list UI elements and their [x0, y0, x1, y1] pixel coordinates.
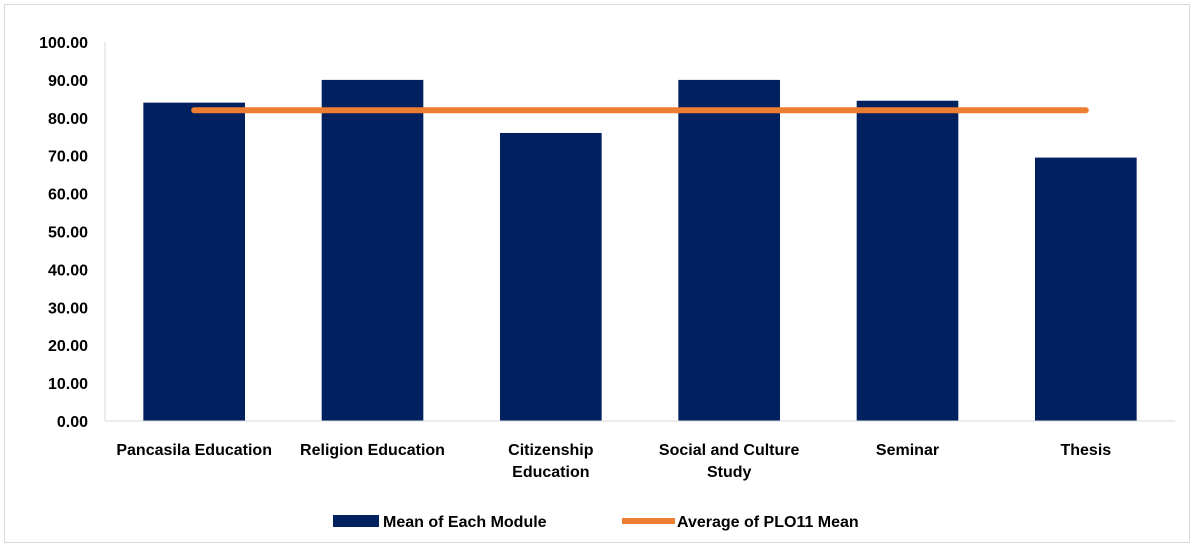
- bar-series: [143, 79, 1137, 422]
- x-tick-label: Citizenship Education: [508, 442, 594, 481]
- x-tick-label: Social and Culture Study: [659, 442, 800, 481]
- y-tick-label: 70.00: [48, 149, 88, 166]
- legend: Mean of Each Module Average of PLO11 Mean: [333, 514, 859, 531]
- x-axis: Pancasila Education Religion Education Cit…: [105, 420, 1175, 481]
- x-tick-label-line: Pancasila Education: [116, 442, 272, 459]
- x-tick-label-line: Religion Education: [300, 442, 445, 459]
- x-tick-label-line: Study: [707, 464, 752, 481]
- x-tick-label: Pancasila Education: [116, 442, 272, 459]
- bar: [500, 132, 602, 421]
- legend-label-bar: Mean of Each Module: [383, 514, 547, 531]
- x-tick-label: Thesis: [1060, 442, 1111, 459]
- x-tick-label-line: Citizenship: [508, 442, 594, 459]
- y-axis: 0.00 10.00 20.00 30.00 40.00 50.00 60.00 70.00 8…: [39, 35, 106, 431]
- legend-item-bar: Mean of Each Module: [333, 514, 547, 531]
- legend-item-line: Average of PLO11 Mean: [622, 514, 859, 531]
- x-tick-label-line: Seminar: [876, 442, 939, 459]
- y-tick-label: 90.00: [48, 73, 88, 90]
- y-tick-label: 0.00: [57, 414, 88, 431]
- legend-label-line: Average of PLO11 Mean: [677, 514, 859, 531]
- bar: [1035, 157, 1137, 421]
- y-tick-label: 100.00: [39, 35, 88, 52]
- y-tick-label: 20.00: [48, 338, 88, 355]
- y-tick-label: 30.00: [48, 300, 88, 317]
- x-tick-label-line: Social and Culture: [659, 442, 800, 459]
- y-tick-label: 50.00: [48, 225, 88, 242]
- bar: [321, 79, 424, 422]
- y-tick-label: 40.00: [48, 262, 88, 279]
- bar: [678, 79, 780, 422]
- x-tick-label: Religion Education: [300, 442, 445, 459]
- y-tick-label: 10.00: [48, 376, 88, 393]
- bar: [856, 100, 959, 422]
- bar: [143, 102, 245, 421]
- y-tick-label: 80.00: [48, 111, 88, 128]
- x-tick-label: Seminar: [876, 442, 939, 459]
- x-tick-label-line: Thesis: [1060, 442, 1111, 459]
- legend-swatch-bar: [333, 515, 379, 527]
- x-tick-label-line: Education: [512, 464, 589, 481]
- y-tick-label: 60.00: [48, 187, 88, 204]
